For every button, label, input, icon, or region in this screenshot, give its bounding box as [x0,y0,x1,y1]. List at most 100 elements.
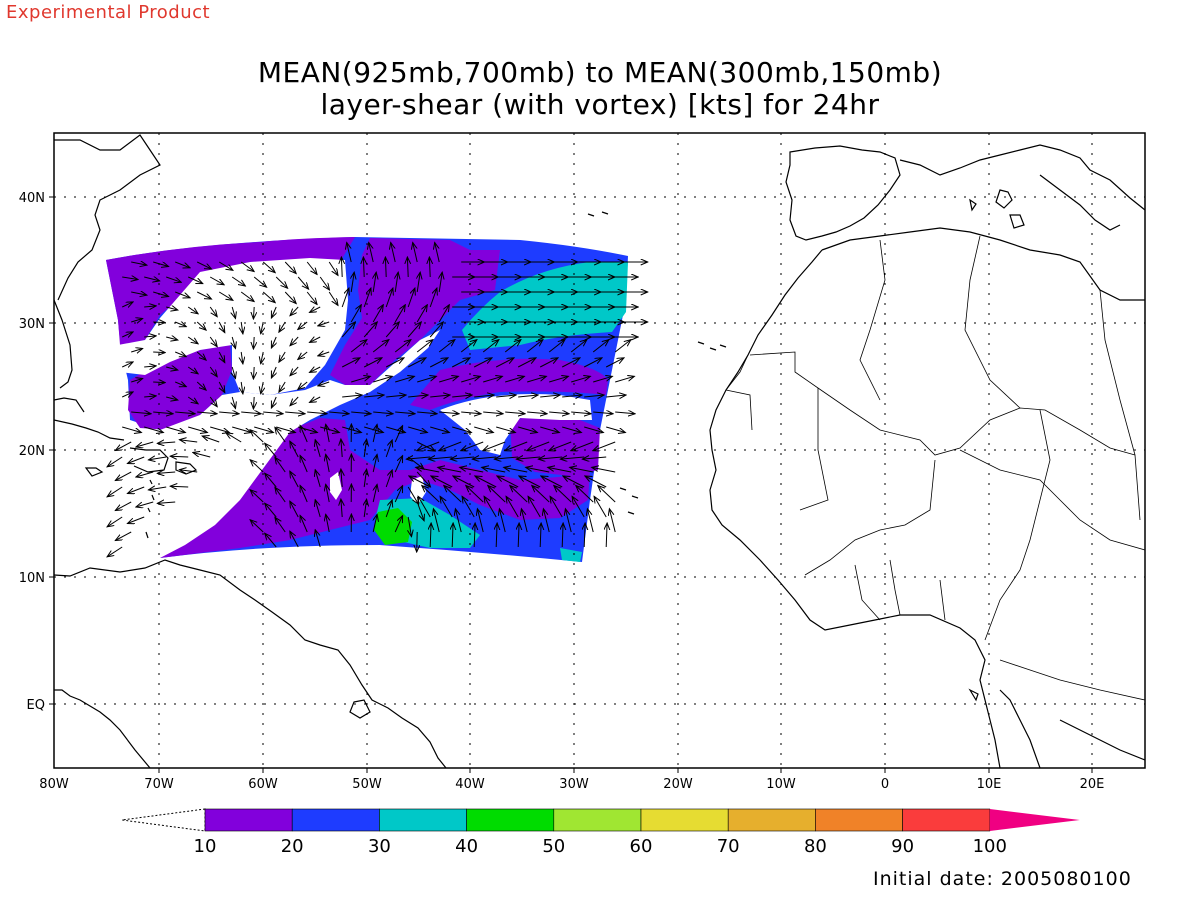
wind-vector-arrow [166,337,178,340]
wind-vector-arrow [341,322,355,338]
wind-vector-arrow [570,340,587,353]
wind-vector-arrow [127,486,145,494]
wind-vector-arrow [369,243,374,263]
wind-vector-arrow [290,366,299,376]
wind-vector-arrow [506,496,519,518]
wind-vector-arrow [554,486,572,503]
wind-vector-arrow [494,457,519,459]
wind-vector-arrow [540,426,559,433]
wind-vector-arrow [505,441,528,451]
wind-vector-arrow [326,454,330,473]
wind-vector-arrow [373,272,376,293]
wind-vector-arrow [262,261,275,273]
wind-vector-arrow [107,486,123,497]
shear-band-30-40 [560,548,582,562]
wind-vector-arrow [364,395,384,397]
wind-vector-arrow [144,277,160,281]
axis-ticks [49,196,1093,773]
colorbar-tick-label: 90 [891,836,914,857]
wind-vector-arrow [406,457,431,459]
wind-vector-arrow [297,276,308,289]
lon-label: 0 [881,777,889,792]
wind-vector-arrow [407,486,418,504]
wind-vector-arrow [175,382,186,387]
wind-vector-arrow [144,396,156,397]
wind-vector-arrow [300,425,308,443]
wind-vector-arrow [307,412,327,414]
wind-vector-arrow [175,352,186,357]
wind-vector-arrow [504,467,528,473]
colorbar-swatch [553,808,642,832]
wind-vector-arrow [350,340,367,353]
wind-vector-arrow [363,288,371,308]
wind-vector-arrow [196,321,206,330]
wind-vector-arrow [107,546,123,557]
wind-vector-arrow [175,291,190,298]
wind-vector-arrow [408,516,411,537]
wind-vector-arrow [521,509,528,533]
wind-vector-arrow [592,340,609,353]
wind-vector-arrow [394,456,402,473]
wind-vector-arrow [562,395,582,397]
wind-vector-arrow [429,358,448,368]
wind-vector-arrow [144,366,156,367]
wind-vector-arrow [263,412,283,414]
wind-vector-arrow [219,351,225,363]
wind-vector-arrow [605,358,624,368]
wind-vector-arrow [583,358,602,368]
wind-vector-arrow [219,412,239,414]
wind-vector-arrow [279,351,286,362]
wind-vector-arrow [488,486,506,503]
wind-vector-arrow [548,467,572,473]
wind-vector-arrow [416,471,430,487]
colorbar-tick-label: 40 [455,836,478,857]
wind-vector-arrow [188,426,207,433]
wind-vector-arrow [460,340,477,353]
wind-vector-arrow [452,395,472,397]
wind-vector-arrow [422,486,440,503]
wind-vector-arrow [593,376,612,383]
wind-vector-arrow [394,486,402,503]
wind-vector-arrow [440,496,453,518]
wind-vector-arrow [408,426,427,433]
wind-vector-arrow [300,485,308,503]
wind-vector-arrow [510,486,528,503]
wind-vector-arrow [232,426,251,433]
lon-label: 10E [977,777,1002,792]
wind-vector-arrow [170,486,189,487]
wind-vector-arrow [131,292,147,295]
wind-vector-arrow [196,381,206,390]
wind-vector-arrow [385,500,392,518]
wind-vector-arrow [179,470,198,472]
wind-vector-arrow [136,501,154,507]
wind-vector-arrow [565,509,572,533]
wind-vector-arrow [121,392,133,397]
wind-vector-arrow [166,397,178,400]
wind-vector-arrow [516,457,541,459]
wind-vector-arrow [253,336,254,349]
wind-vector-arrow [341,499,342,518]
wind-vector-arrow [351,376,370,383]
wind-vector-arrow [265,473,277,488]
wind-vector-arrow [197,412,217,414]
wind-vector-arrow [562,426,581,433]
shear-band-lt10 [330,472,342,500]
wind-vector-arrow [187,276,203,284]
wind-vector-arrow [484,496,497,518]
wind-vector-arrow [136,471,154,477]
wind-vector-arrow [444,486,462,503]
wind-vector-arrow [429,288,437,308]
wind-vector-arrow [300,455,308,473]
lon-label: 80W [39,777,69,792]
wind-vector-arrow [395,412,415,414]
wind-vector-arrow [253,366,254,379]
wind-vector-arrow [408,395,428,397]
wind-vector-arrow [347,243,352,263]
wind-vector-arrow [474,426,493,433]
wind-vector-arrow [394,516,402,533]
lon-label: 10W [766,777,796,792]
latitude-labels: 40N 30N 20N 10N EQ [19,191,45,713]
wind-vector-arrow [385,440,392,458]
wind-vector-arrow [250,490,264,503]
wind-vector-arrow [318,382,330,386]
